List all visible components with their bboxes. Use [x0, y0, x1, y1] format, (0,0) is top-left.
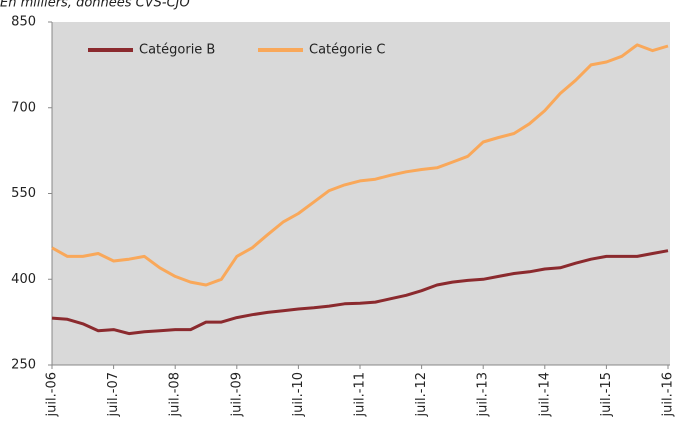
x-tick-label: juil.-10 — [291, 372, 306, 417]
y-tick-label: 550 — [11, 186, 36, 201]
series-line — [51, 249, 669, 336]
x-tick-label: juil.-06 — [45, 372, 60, 417]
plot-area — [52, 22, 670, 365]
x-tick-label: juil.-07 — [106, 372, 121, 417]
x-tick-label: juil.-08 — [168, 372, 183, 417]
y-tick-label: 400 — [11, 272, 36, 287]
x-tick-label: juil.-16 — [661, 372, 676, 417]
x-tick-label: juil.-09 — [229, 372, 244, 417]
legend-label: Catégorie C — [309, 43, 386, 58]
x-tick-label: juil.-13 — [476, 372, 491, 417]
y-tick-label: 850 — [11, 15, 36, 30]
legend-label: Catégorie B — [139, 43, 215, 58]
chart-subtitle: En milliers, données CVS-CJO — [0, 0, 190, 11]
x-tick-label: juil.-12 — [414, 372, 429, 417]
x-tick-label: juil.-15 — [599, 372, 614, 417]
y-tick-label: 250 — [11, 358, 36, 373]
x-tick-label: juil.-14 — [537, 372, 552, 417]
x-tick-label: juil.-11 — [353, 372, 368, 417]
y-tick-label: 700 — [11, 100, 36, 115]
series-line — [51, 43, 669, 287]
